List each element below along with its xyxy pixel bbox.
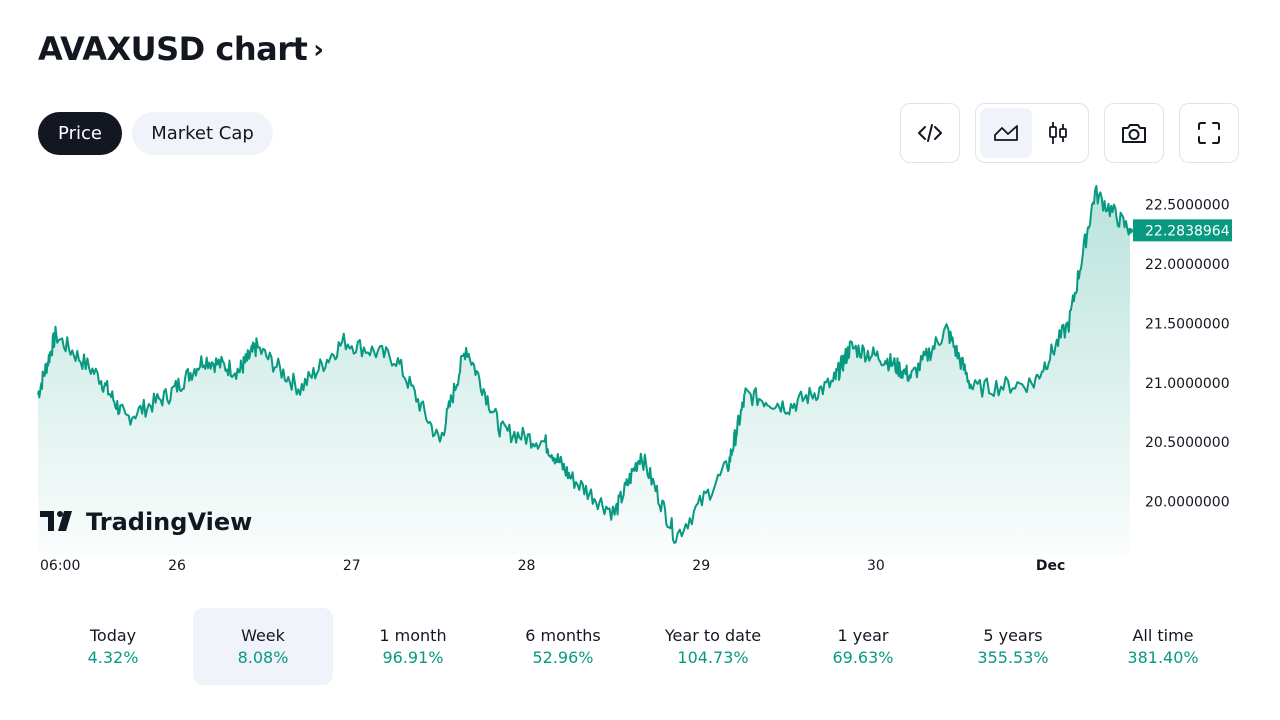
snapshot-button[interactable] bbox=[1104, 103, 1164, 163]
period-change: 104.73% bbox=[677, 647, 749, 667]
y-tick-label: 20.5000000 bbox=[1145, 435, 1230, 451]
last-price-label: 22.2838964 bbox=[1145, 223, 1230, 239]
y-axis: 22.5000000 22.0000000 21.5000000 21.0000000… bbox=[1145, 198, 1230, 511]
y-tick-label: 22.5000000 bbox=[1145, 198, 1230, 214]
area-style-button[interactable] bbox=[980, 108, 1032, 158]
period-week[interactable]: Week 8.08% bbox=[193, 608, 333, 685]
y-tick-label: 21.5000000 bbox=[1145, 316, 1230, 332]
tab-price[interactable]: Price bbox=[38, 112, 122, 155]
period-change: 52.96% bbox=[532, 647, 594, 667]
period-year-to-date[interactable]: Year to date 104.73% bbox=[643, 608, 783, 685]
period-change: 96.91% bbox=[382, 647, 444, 667]
period-5-years[interactable]: 5 years 355.53% bbox=[943, 608, 1083, 685]
period-label: Today bbox=[89, 625, 137, 645]
embed-button[interactable] bbox=[900, 103, 960, 163]
period-label: 6 months bbox=[525, 625, 601, 645]
tradingview-logo: TradingView bbox=[40, 508, 252, 536]
last-price-marker: 22.2838964 bbox=[1127, 219, 1232, 242]
x-tick-label: 26 bbox=[168, 558, 186, 574]
code-icon bbox=[918, 124, 942, 142]
page-title[interactable]: AVAXUSD chart › bbox=[38, 30, 324, 68]
chart-style-group bbox=[975, 103, 1089, 163]
period-label: Year to date bbox=[664, 625, 762, 645]
performance-periods: Today 4.32% Week 8.08% 1 month 96.91% 6 … bbox=[38, 608, 1238, 685]
x-tick-label: 06:00 bbox=[40, 558, 80, 574]
fullscreen-icon bbox=[1198, 122, 1220, 144]
period-change: 69.63% bbox=[832, 647, 894, 667]
tab-price-label: Price bbox=[58, 123, 102, 144]
price-chart[interactable]: 22.5000000 22.0000000 21.5000000 21.0000000… bbox=[0, 175, 1280, 585]
fullscreen-button[interactable] bbox=[1179, 103, 1239, 163]
period-all-time[interactable]: All time 381.40% bbox=[1093, 608, 1233, 685]
x-tick-label: 29 bbox=[692, 558, 710, 574]
candlestick-icon bbox=[1049, 122, 1067, 144]
tab-market-cap[interactable]: Market Cap bbox=[132, 112, 273, 155]
x-tick-label: 27 bbox=[343, 558, 361, 574]
period-change: 355.53% bbox=[977, 647, 1049, 667]
y-tick-label: 21.0000000 bbox=[1145, 376, 1230, 392]
price-area-fill bbox=[38, 185, 1130, 555]
tab-market-cap-label: Market Cap bbox=[151, 123, 254, 144]
period-change: 8.08% bbox=[237, 647, 289, 667]
x-tick-label: 28 bbox=[518, 558, 536, 574]
x-tick-label: 30 bbox=[867, 558, 885, 574]
area-chart-icon bbox=[994, 125, 1018, 141]
last-price-dot bbox=[1127, 227, 1133, 234]
period-label: All time bbox=[1132, 625, 1194, 645]
period-change: 4.32% bbox=[87, 647, 139, 667]
x-axis: 06:00 26 27 28 29 30 Dec bbox=[40, 558, 1065, 574]
page-title-text: AVAXUSD chart bbox=[38, 30, 308, 68]
period-change: 381.40% bbox=[1127, 647, 1199, 667]
tradingview-wordmark: TradingView bbox=[86, 508, 252, 536]
price-line bbox=[37, 184, 1131, 544]
y-tick-label: 22.0000000 bbox=[1145, 257, 1230, 273]
period-label: Week bbox=[241, 625, 285, 645]
chevron-right-icon: › bbox=[313, 35, 324, 65]
period-1-month[interactable]: 1 month 96.91% bbox=[343, 608, 483, 685]
period-label: 1 year bbox=[837, 625, 889, 645]
y-tick-label: 20.0000000 bbox=[1145, 495, 1230, 511]
period-label: 5 years bbox=[983, 625, 1043, 645]
candle-style-button[interactable] bbox=[1032, 108, 1084, 158]
period-1-year[interactable]: 1 year 69.63% bbox=[793, 608, 933, 685]
camera-icon bbox=[1122, 124, 1146, 143]
period-6-months[interactable]: 6 months 52.96% bbox=[493, 608, 633, 685]
period-label: 1 month bbox=[379, 625, 447, 645]
last-price-badge bbox=[1133, 219, 1232, 242]
x-tick-label: Dec bbox=[1036, 558, 1065, 574]
period-today[interactable]: Today 4.32% bbox=[43, 608, 183, 685]
